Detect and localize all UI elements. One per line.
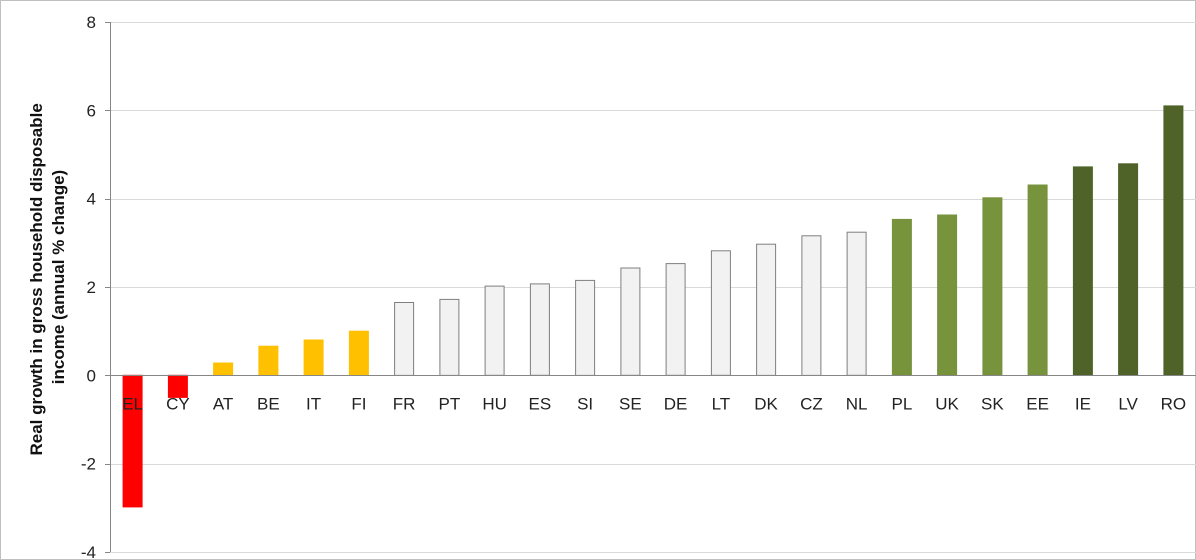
category-label-fi: FI [351,394,366,413]
category-label-it: IT [306,394,321,413]
bar-at [213,362,234,376]
category-label-pt: PT [439,394,461,413]
y-tick-label: 2 [87,278,96,297]
category-label-dk: DK [754,394,778,413]
y-axis-title-line-2: income (annual % change) [49,170,68,384]
category-label-be: BE [257,394,280,413]
y-tick-label: -2 [81,455,96,474]
axes [110,22,1196,552]
bar-fr [394,302,415,376]
bar-lv [1118,163,1139,376]
bar-pl [891,218,912,376]
category-label-si: SI [577,394,593,413]
category-label-el: EL [122,394,143,413]
category-label-nl: NL [846,394,868,413]
bar-cz [801,235,822,376]
y-tick-label: 0 [87,366,96,385]
category-label-cy: CY [166,394,190,413]
category-label-de: DE [664,394,688,413]
category-label-es: ES [529,394,552,413]
bar-pt [439,298,460,376]
bar-uk [937,214,958,376]
category-label-se: SE [619,394,642,413]
bar-ro [1163,105,1184,376]
bars [122,105,1184,508]
y-axis-title: Real growth in gross household disposabl… [27,98,68,455]
category-label-uk: UK [935,394,959,413]
bar-si [575,279,596,376]
bar-ee [1027,184,1048,376]
bar-hu [484,285,505,376]
y-tick-label: -4 [81,543,96,560]
category-label-lt: LT [712,394,731,413]
bar-fi [348,330,369,376]
bar-lt [710,250,731,376]
category-label-pl: PL [892,394,913,413]
category-label-ee: EE [1026,394,1049,413]
y-tick-label: 6 [87,101,96,120]
bar-ie [1072,166,1093,376]
gridlines [110,22,1196,553]
category-label-hu: HU [482,394,507,413]
category-label-ro: RO [1161,394,1187,413]
bar-se [620,267,641,376]
category-label-sk: SK [981,394,1004,413]
category-label-ie: IE [1075,394,1091,413]
bar-dk [756,243,777,376]
category-label-cz: CZ [800,394,823,413]
y-tick-label: 8 [87,13,96,32]
category-label-fr: FR [393,394,416,413]
bar-nl [846,231,867,376]
y-tick-labels: -4 -2 0 2 4 6 8 [81,13,110,560]
bar-sk [982,197,1003,376]
y-tick-label: 4 [87,190,96,209]
bar-es [529,283,550,376]
bar-it [303,339,324,376]
y-axis-title-line-1: Real growth in gross household disposabl… [27,103,46,455]
category-label-lv: LV [1118,394,1138,413]
category-labels: EL CY AT BE IT FI FR PT HU ES SI SE DE LT DK CZ NL PL UK SK… [122,394,1186,413]
bar-be [258,345,279,376]
category-label-at: AT [213,394,233,413]
bar-de [665,263,686,376]
